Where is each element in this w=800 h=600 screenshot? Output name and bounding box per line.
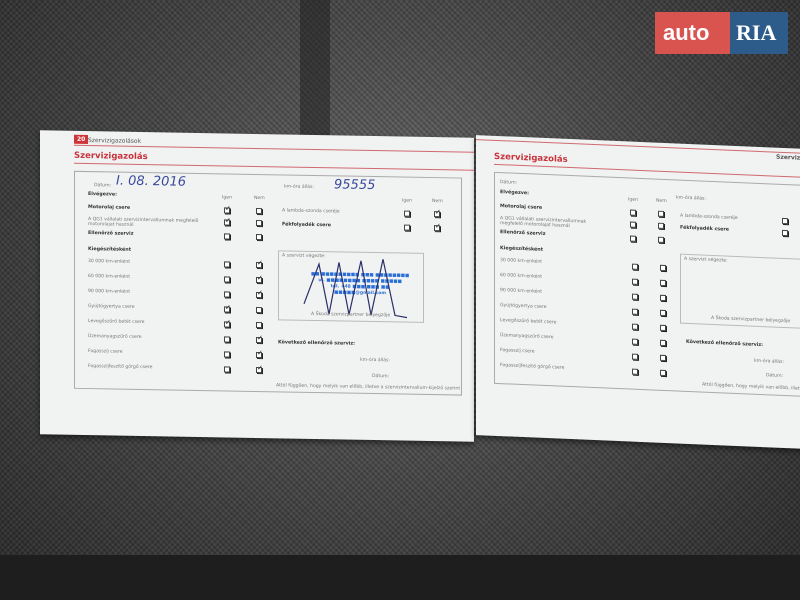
right-page: Szerviz Szervizigazolás Dátum: km-óra ál… <box>476 135 800 449</box>
checklist-label: A lambda-szonda cseréje <box>282 208 340 215</box>
checklist-label: A QG1 vállalati szervizintervallumnak me… <box>88 217 199 228</box>
checklist-label: Levegőszűrő betét csere <box>88 319 145 326</box>
seat-seam <box>300 0 330 140</box>
yes-checkbox[interactable] <box>630 209 636 216</box>
logo-ria: RIA <box>730 12 788 54</box>
yes-header: Igen <box>628 197 639 203</box>
km-label: km-óra állás: <box>284 184 314 190</box>
checklist-label: Fékfolyadék csere <box>282 222 332 229</box>
no-checkbox[interactable] <box>256 219 262 227</box>
yes-checkbox[interactable] <box>224 321 230 328</box>
no-checkbox[interactable] <box>660 339 666 347</box>
no-checkbox[interactable] <box>660 309 666 317</box>
yes-checkbox[interactable] <box>224 207 230 214</box>
no-checkbox[interactable] <box>434 225 440 232</box>
stamp-caption: A Škoda szervizpartner bélyegzője <box>711 315 791 325</box>
yes-checkbox[interactable] <box>224 336 230 343</box>
done-label: Elvégezve: <box>88 192 118 198</box>
left-page: 20 Szervizigazolások Szervizigazolás Dát… <box>40 130 474 442</box>
next-km-label: km-óra állás: <box>360 357 390 364</box>
checklist-label: Fogasszíj csere <box>88 349 123 355</box>
no-checkbox[interactable] <box>256 336 262 344</box>
yes-checkbox[interactable] <box>224 291 230 298</box>
yes-checkbox[interactable] <box>224 366 230 373</box>
no-header: Nem <box>254 195 265 202</box>
no-header: Nem <box>432 199 443 205</box>
checklist-label: 30 000 km-enként <box>88 259 131 265</box>
no-checkbox[interactable] <box>660 354 666 362</box>
km-handwritten: 95555 <box>334 177 376 194</box>
autoria-logo: auto RIA <box>655 12 788 54</box>
no-checkbox[interactable] <box>256 306 262 314</box>
yes-checkbox[interactable] <box>630 221 636 228</box>
page-header: Szerviz <box>776 153 800 162</box>
yes-checkbox[interactable] <box>782 229 788 237</box>
page-title: Szervizigazolás <box>494 151 568 165</box>
page-number: 20 <box>74 134 89 145</box>
checklist-label: 60 000 km-enként <box>88 274 131 280</box>
no-checkbox[interactable] <box>256 207 262 215</box>
page-title: Szervizigazolás <box>74 150 148 163</box>
signature <box>303 259 408 319</box>
yes-checkbox[interactable] <box>224 276 230 283</box>
yes-checkbox[interactable] <box>224 261 230 268</box>
yes-checkbox[interactable] <box>632 278 638 285</box>
date-handwritten: I. 08. 2016 <box>116 173 186 190</box>
no-checkbox[interactable] <box>256 291 262 299</box>
no-checkbox[interactable] <box>660 369 666 377</box>
no-checkbox[interactable] <box>660 324 666 332</box>
yes-checkbox[interactable] <box>224 233 230 240</box>
yes-checkbox[interactable] <box>224 306 230 313</box>
yes-checkbox[interactable] <box>782 217 788 225</box>
yes-header: Igen <box>402 198 413 204</box>
yes-checkbox[interactable] <box>632 293 638 300</box>
extra-label: Kiegészítésként <box>88 247 132 253</box>
date-label: Dátum: <box>500 180 518 186</box>
yes-checkbox[interactable] <box>632 368 638 375</box>
stamp-box: A szervizt végezte: ■■ ■■■■■■■■■ ■■■ ■■■… <box>278 250 424 323</box>
checklist-label: Üzemanyagszűrő csere <box>88 334 142 340</box>
yes-checkbox[interactable] <box>224 219 230 226</box>
yes-checkbox[interactable] <box>632 263 638 270</box>
stamp-box: A szervizt végezte: A Škoda szervizpartn… <box>680 253 800 330</box>
yes-checkbox[interactable] <box>632 338 638 345</box>
seat-seam <box>0 555 800 600</box>
service-by-label: A szervizt végezte: <box>684 256 728 264</box>
yes-checkbox[interactable] <box>632 308 638 315</box>
yes-checkbox[interactable] <box>632 323 638 330</box>
yes-checkbox[interactable] <box>404 224 410 231</box>
yes-checkbox[interactable] <box>632 353 638 360</box>
no-checkbox[interactable] <box>658 210 664 217</box>
no-checkbox[interactable] <box>660 279 666 287</box>
checklist-label: Gyújtógyertya csere <box>88 304 135 310</box>
no-checkbox[interactable] <box>660 264 666 272</box>
no-checkbox[interactable] <box>256 321 262 329</box>
no-checkbox[interactable] <box>256 366 262 374</box>
next-date-label: Dátum: <box>372 374 390 380</box>
no-checkbox[interactable] <box>658 222 664 229</box>
no-checkbox[interactable] <box>658 236 664 243</box>
yes-checkbox[interactable] <box>224 351 230 358</box>
no-checkbox[interactable] <box>256 351 262 359</box>
no-checkbox[interactable] <box>660 294 666 302</box>
yes-header: Igen <box>222 195 233 201</box>
no-checkbox[interactable] <box>256 261 262 269</box>
yes-checkbox[interactable] <box>404 210 410 217</box>
checklist-label: 90 000 km-enként <box>88 289 131 295</box>
no-checkbox[interactable] <box>256 233 262 241</box>
date-label: Dátum: <box>94 183 112 189</box>
no-checkbox[interactable] <box>434 211 440 218</box>
page-header: Szervizigazolások <box>88 137 142 145</box>
no-header: Nem <box>656 198 667 205</box>
no-checkbox[interactable] <box>256 276 262 284</box>
yes-checkbox[interactable] <box>630 235 636 242</box>
next-date-label: Dátum: <box>766 373 784 379</box>
logo-auto: auto <box>655 12 730 54</box>
